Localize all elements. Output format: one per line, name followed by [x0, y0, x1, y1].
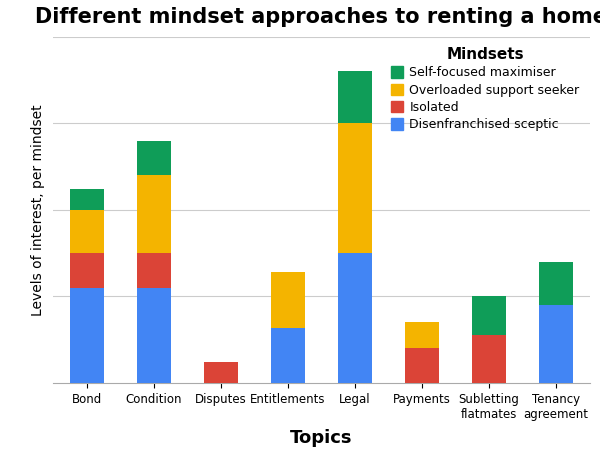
Bar [271, 328, 305, 383]
Bar [70, 189, 104, 210]
Bar [472, 335, 506, 383]
Bar [539, 305, 573, 383]
Bar [137, 175, 170, 253]
X-axis label: Topics: Topics [290, 429, 353, 447]
Bar [338, 71, 372, 123]
Bar [70, 253, 104, 288]
Bar [405, 348, 439, 383]
Bar [70, 288, 104, 383]
Bar [405, 322, 439, 348]
Bar [137, 288, 170, 383]
Bar [472, 296, 506, 335]
Bar [137, 141, 170, 175]
Bar [338, 253, 372, 383]
Title: Different mindset approaches to renting a home: Different mindset approaches to renting … [35, 7, 600, 27]
Bar [539, 262, 573, 305]
Y-axis label: Levels of interest, per mindset: Levels of interest, per mindset [31, 104, 45, 316]
Bar [271, 272, 305, 328]
Bar [70, 210, 104, 253]
Bar [137, 253, 170, 288]
Legend: Self-focused maximiser, Overloaded support seeker, Isolated, Disenfranchised sce: Self-focused maximiser, Overloaded suppo… [387, 43, 583, 135]
Bar [204, 362, 238, 383]
Bar [338, 123, 372, 253]
